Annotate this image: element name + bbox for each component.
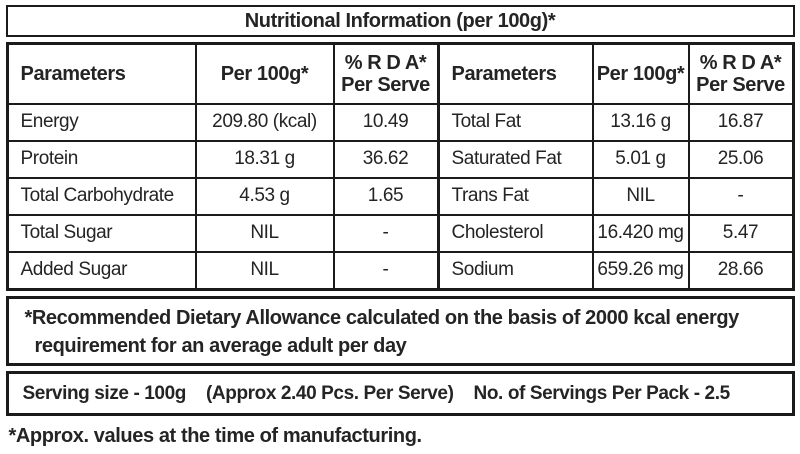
table-cell-param: Energy xyxy=(8,103,195,140)
table-cell-per100g: NIL xyxy=(194,251,333,288)
table-cell-param: Trans Fat xyxy=(436,177,592,214)
header-rda-right: % R D A* Per Serve xyxy=(687,45,792,103)
table-cell-per100g: NIL xyxy=(591,177,688,214)
table-cell-per100g: 4.53 g xyxy=(194,177,333,214)
nutrition-label: Nutritional Information (per 100g)* Para… xyxy=(5,5,795,448)
table-cell-rda: 1.65 xyxy=(332,177,437,214)
table-cell-per100g: 16.420 mg xyxy=(591,214,688,251)
table-cell-param: Total Sugar xyxy=(8,214,195,251)
rda-note-box: *Recommended Dietary Allowance calculate… xyxy=(5,296,795,366)
table-cell-param: Sodium xyxy=(436,251,592,288)
table-cell-per100g: NIL xyxy=(194,214,333,251)
approx-values-note: *Approx. values at the time of manufactu… xyxy=(8,425,423,447)
header-per100g-left: Per 100g* xyxy=(194,45,333,103)
table-cell-param: Cholesterol xyxy=(436,214,592,251)
table-cell-param: Total Carbohydrate xyxy=(8,177,195,214)
table-cell-rda: - xyxy=(332,251,437,288)
approx-pcs-text: (Approx 2.40 Pcs. Per Serve) xyxy=(205,382,454,404)
title-box: Nutritional Information (per 100g)* xyxy=(5,5,795,37)
table-cell-per100g: 13.16 g xyxy=(591,103,688,140)
header-rda-right-line2: Per Serve xyxy=(696,74,785,96)
table-cell-rda: 25.06 xyxy=(687,140,792,177)
servings-per-pack-text: No. of Servings Per Pack - 2.5 xyxy=(473,382,731,404)
rda-note-line2: requirement for an average adult per day xyxy=(34,335,407,357)
table-cell-rda: - xyxy=(687,177,792,214)
header-parameters-left: Parameters xyxy=(20,63,126,85)
table-cell-rda: 5.47 xyxy=(687,214,792,251)
table-cell-rda: 10.49 xyxy=(332,103,437,140)
table-cell-param: Protein xyxy=(8,140,195,177)
header-parameters-right: Parameters xyxy=(436,45,592,103)
table-cell-rda: 36.62 xyxy=(332,140,437,177)
table-cell-param: Saturated Fat xyxy=(436,140,592,177)
serving-size-text: Serving size - 100g xyxy=(22,382,187,404)
rda-note-line1: *Recommended Dietary Allowance calculate… xyxy=(24,307,740,329)
table-cell-param: Added Sugar xyxy=(8,251,195,288)
table-cell-per100g: 18.31 g xyxy=(194,140,333,177)
page-title: Nutritional Information (per 100g)* xyxy=(244,9,556,32)
table-cell-per100g: 659.26 mg xyxy=(591,251,688,288)
table-cell-rda: 16.87 xyxy=(687,103,792,140)
nutrition-table: Parameters Per 100g* % R D A* Per Serve … xyxy=(5,42,795,291)
header-per100g-right: Per 100g* xyxy=(591,45,688,103)
header-rda-left-line2: Per Serve xyxy=(341,74,430,96)
table-cell-rda: 28.66 xyxy=(687,251,792,288)
table-cell-per100g: 209.80 (kcal) xyxy=(194,103,333,140)
table-cell-per100g: 5.01 g xyxy=(591,140,688,177)
serving-info-box: Serving size - 100g (Approx 2.40 Pcs. Pe… xyxy=(5,371,795,416)
table-cell-rda: - xyxy=(332,214,437,251)
header-rda-left: % R D A* Per Serve xyxy=(332,45,437,103)
header-rda-right-line1: % R D A* xyxy=(699,52,782,74)
table-cell-param: Total Fat xyxy=(436,103,592,140)
header-rda-left-line1: % R D A* xyxy=(344,52,427,74)
